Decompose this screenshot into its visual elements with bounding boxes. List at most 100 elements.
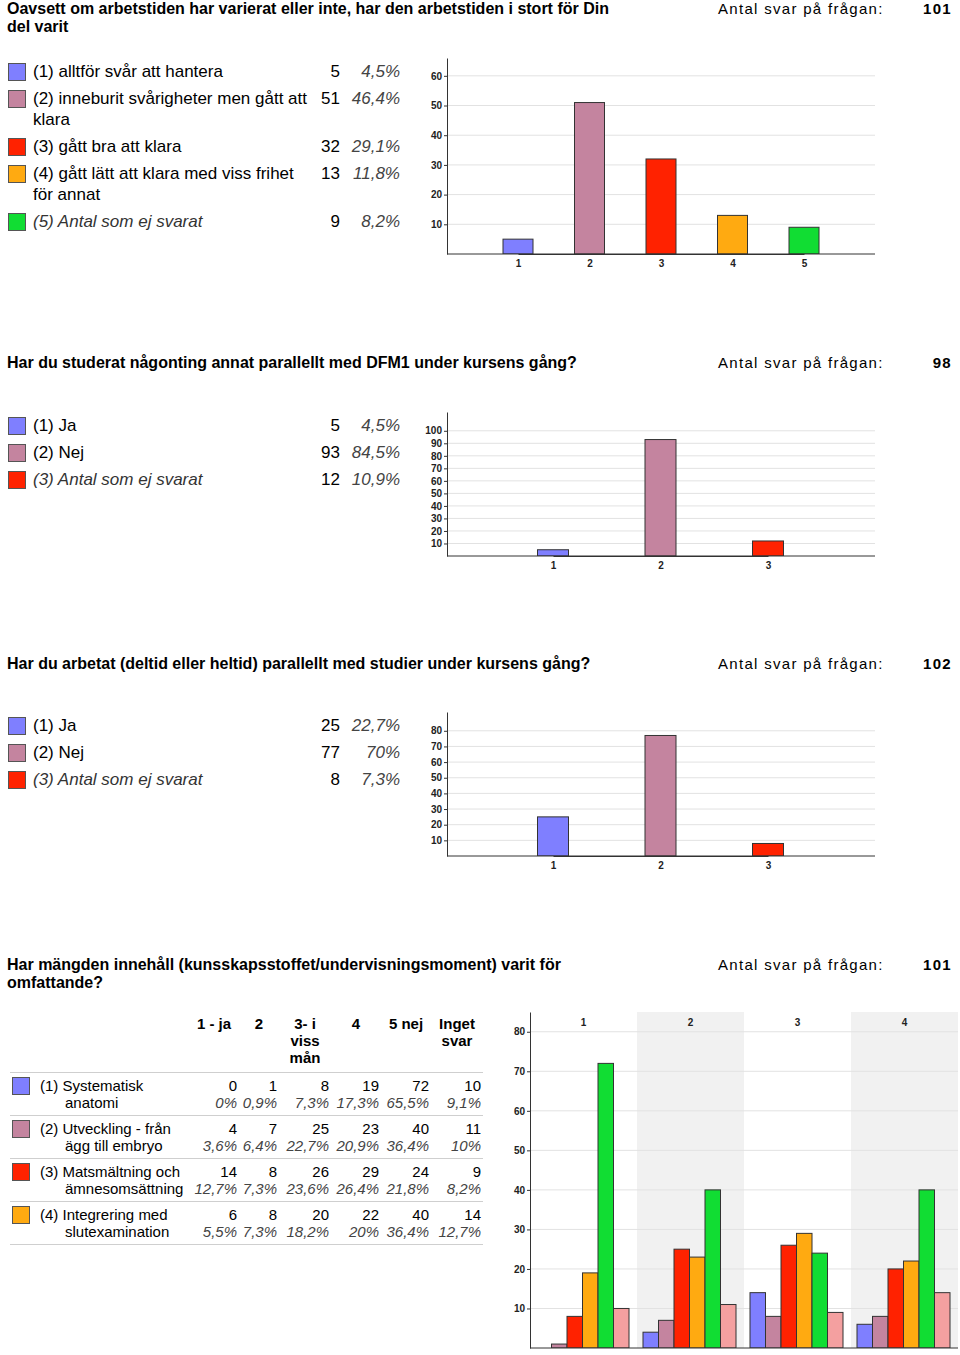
legend-label: (3) gått bra att klara [33,136,318,157]
x-tick: 5 [802,258,808,269]
y-tick-label: 30 [431,160,443,171]
y-tick-mark [444,224,447,225]
y-tick: 60 [431,71,447,82]
y-tick: 40 [431,788,447,799]
group-label: 2 [688,1017,694,1028]
y-tick-mark [444,762,447,763]
legend-count: 77 [318,742,340,763]
y-tick: 30 [431,160,447,171]
table-cell: 87,3% [239,1159,279,1202]
y-tick-label: 80 [431,725,443,736]
y-tick-label: 90 [431,438,443,449]
legend: (1) alltför svår att hantera54,5%(2) inn… [8,58,400,235]
group-labels: 1234 [581,1017,908,1028]
bar [873,1316,889,1348]
y-tick: 50 [431,100,447,111]
bar [503,239,533,254]
table-percent: 18,2% [281,1223,329,1240]
x-tick: 3 [766,860,772,871]
legend-percent: 70% [340,742,400,763]
y-tick-label: 60 [431,71,443,82]
bar [935,1293,951,1348]
legend-count: 32 [318,136,340,157]
y-tick-mark [527,1190,530,1191]
bar [721,1305,737,1348]
y-tick-label: 70 [431,741,443,752]
x-tick-label: 1 [516,258,522,269]
x-tick-label: 5 [802,258,808,269]
legend-percent: 10,9% [340,469,400,490]
legend-percent: 4,5% [340,415,400,436]
legend-row: (3) Antal som ej svarat1210,9% [8,466,400,493]
table-count: 14 [433,1206,481,1223]
y-tick-mark [444,809,447,810]
table-cell: 1917,3% [331,1073,381,1116]
legend-row: (2) Nej9384,5% [8,439,400,466]
table-cell: 4036,4% [381,1116,431,1159]
y-tick-mark [444,468,447,469]
table-row-label: (4) Integrering med slutexamination [40,1202,189,1245]
table-cell: 2522,7% [279,1116,331,1159]
y-tick-label: 50 [431,488,443,499]
table-cell: 65,5% [189,1202,239,1245]
table-count: 19 [333,1077,379,1094]
y-tick-label: 10 [431,538,443,549]
chart: 123102030405060708090100 [425,413,875,572]
y-tick-label: 10 [514,1303,526,1314]
bars [552,1063,951,1348]
y-tick-label: 60 [431,757,443,768]
chart: 12345102030405060 [431,59,875,270]
grid-line [530,1031,958,1032]
y-tick-mark [444,518,447,519]
x-tick-label: 2 [658,560,664,571]
y-tick: 10 [431,219,447,230]
chart: 1231020304050607080 [431,713,875,872]
table-swatch [12,1077,30,1095]
legend-count: 51 [318,88,340,109]
bar [690,1257,706,1348]
table-percent: 9,1% [433,1094,481,1111]
table-percent: 36,4% [383,1137,429,1154]
legend-count: 93 [318,442,340,463]
legend-row: (1) Ja54,5% [8,412,400,439]
legend-label: (1) alltför svår att hantera [33,61,318,82]
table-header-row: 1 - ja23- i viss mån45 nejInget svar [10,1013,483,1073]
y-tick: 80 [431,451,447,462]
legend-count: 13 [318,163,340,184]
table-cell: 2926,4% [331,1159,381,1202]
table-count: 40 [383,1206,429,1223]
chart: 12341020304050607080 [514,1012,958,1349]
y-axis-line [447,413,448,557]
table-swatch [12,1120,30,1138]
bar [659,1320,675,1348]
y-tick-mark [444,506,447,507]
bar [766,1316,782,1348]
group-background [637,1012,744,1348]
y-axis-line [447,59,448,255]
y-tick: 50 [431,772,447,783]
table-count: 26 [281,1163,329,1180]
legend-percent: 7,3% [340,769,400,790]
legend: (1) Ja54,5%(2) Nej9384,5%(3) Antal som e… [8,412,400,493]
legend-count: 5 [318,415,340,436]
response-count: 101 [900,956,952,974]
legend-swatch [8,138,26,156]
bar [646,159,676,254]
response-count: 101 [900,0,952,18]
bar [753,843,784,856]
bar [645,735,676,856]
response-count-label: Antal svar på frågan: [718,956,884,974]
table-count: 40 [383,1120,429,1137]
table-row-label: (3) Matsmältning och ämnesomsättning [40,1159,189,1202]
y-tick-mark [527,1229,530,1230]
y-tick-label: 60 [431,476,443,487]
y-tick-label: 80 [431,451,443,462]
legend-row: (5) Antal som ej svarat98,2% [8,208,400,235]
table-cell: 43,6% [189,1116,239,1159]
bar [538,817,569,856]
legend-label: (1) Ja [33,415,318,436]
table-percent: 7,3% [241,1223,277,1240]
legend-label: (2) inneburit svårigheter men gått att k… [33,88,318,130]
table-swatch [12,1206,30,1224]
x-baseline [447,856,875,857]
